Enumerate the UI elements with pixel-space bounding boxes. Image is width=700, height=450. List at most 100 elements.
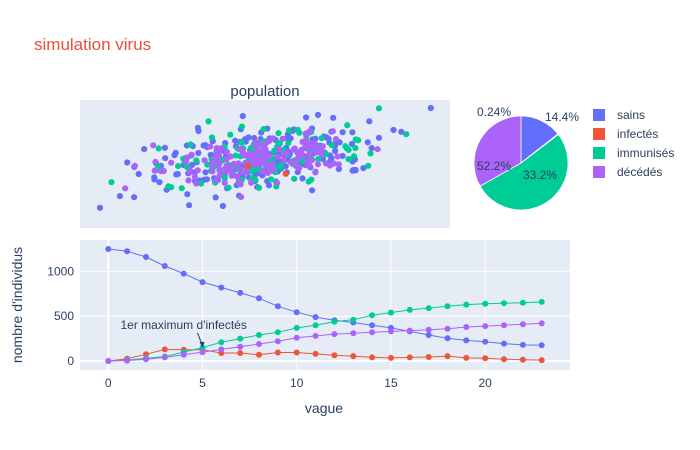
scatter-point-decedes <box>211 155 218 162</box>
legend-swatch-sains <box>593 109 605 121</box>
scatter-point-immunises <box>198 180 205 187</box>
series-point-infectes <box>161 346 168 353</box>
scatter-point-immunises <box>155 145 162 152</box>
scatter-point-sains <box>299 175 306 182</box>
scatter-point-decedes <box>330 160 337 167</box>
scatter-point-decedes <box>237 169 244 176</box>
scatter-point-sains <box>390 126 397 134</box>
series-point-immunises <box>369 312 376 319</box>
scatter-point-sains <box>172 149 179 156</box>
scatter-point-decedes <box>151 167 158 174</box>
scatter-point-immunises <box>255 184 263 191</box>
scatter-point-immunises <box>238 123 245 130</box>
scatter-point-decedes <box>300 152 307 159</box>
scatter-point-immunises <box>260 126 267 133</box>
series-point-decedes <box>350 330 357 337</box>
series-point-sains <box>256 295 262 302</box>
series-point-infectes <box>425 354 432 360</box>
y-tick-label: 500 <box>54 309 74 323</box>
scatter-point-sains <box>349 129 356 136</box>
series-point-immunises <box>331 318 338 325</box>
scatter-point-sains <box>116 193 123 200</box>
series-point-sains <box>124 248 131 255</box>
scatter-point-decedes <box>216 167 223 174</box>
scatter-point-immunises <box>193 157 200 164</box>
scatter-point-decedes <box>237 193 245 201</box>
series-point-infectes <box>274 349 281 356</box>
scatter-point-decedes <box>269 135 276 142</box>
series-point-sains <box>105 246 112 252</box>
scatter-point-decedes <box>259 168 266 175</box>
scatter-point-sains <box>131 194 138 201</box>
x-axis-label: vague <box>305 400 343 416</box>
scatter-point-decedes <box>249 156 256 163</box>
scatter-point-sains <box>348 140 356 148</box>
series-point-sains <box>293 309 300 316</box>
y-tick-label: 1000 <box>47 264 74 278</box>
series-point-sains <box>444 335 451 342</box>
scatter-point-sains <box>194 124 201 131</box>
scatter-point-sains <box>364 139 371 146</box>
scatter-point-immunises <box>365 162 372 169</box>
scatter-point-decedes <box>374 146 381 153</box>
pie-slices <box>473 115 569 211</box>
series-point-infectes <box>501 356 507 363</box>
series-point-immunises <box>218 339 225 346</box>
series-point-sains <box>237 289 244 296</box>
series-point-immunises <box>388 309 394 316</box>
scatter-point-decedes <box>207 143 214 150</box>
scatter-point-sains <box>186 202 193 209</box>
pie-slice-decedes <box>473 115 522 187</box>
scatter-point-immunises <box>343 144 350 152</box>
legend-swatch-immunises <box>593 147 605 159</box>
legend-label-decedes[interactable]: décédés <box>617 165 662 179</box>
scatter-point-decedes <box>308 144 315 151</box>
scatter-point-decedes <box>296 164 303 171</box>
series-point-decedes <box>463 324 470 330</box>
scatter-point-sains <box>151 176 158 183</box>
scatter-point-decedes <box>274 153 281 161</box>
x-tick-label: 15 <box>384 376 398 390</box>
series-line-decedes <box>108 322 542 362</box>
scatter-point-sains <box>124 159 131 166</box>
series-point-immunises <box>350 316 357 323</box>
series-point-decedes <box>274 338 281 345</box>
scatter-point-immunises <box>225 184 232 191</box>
legend-label-immunises[interactable]: immunisés <box>617 146 674 160</box>
scatter-point-decedes <box>265 138 272 145</box>
pie-label-sains: 14.4% <box>545 110 579 124</box>
series-point-decedes <box>331 331 338 338</box>
x-tick-label: 20 <box>479 376 493 390</box>
series-point-decedes <box>105 358 112 364</box>
scatter-point-decedes <box>201 157 208 164</box>
scatter-panel: population <box>80 83 450 228</box>
scatter-point-decedes <box>319 143 326 150</box>
scatter-point-decedes <box>304 162 312 169</box>
scatter-point-immunises <box>232 152 239 159</box>
scatter-point-immunises <box>294 126 301 133</box>
series-point-decedes <box>124 357 131 364</box>
scatter-point-decedes <box>234 173 241 180</box>
pie-label-immunises: 52.2% <box>477 159 511 173</box>
legend-label-sains[interactable]: sains <box>617 108 645 122</box>
series-point-infectes <box>444 353 451 360</box>
scatter-point-immunises <box>275 139 282 146</box>
scatter-point-immunises <box>375 105 382 112</box>
series-point-infectes <box>482 355 489 362</box>
legend-label-infectes[interactable]: infectés <box>617 127 658 141</box>
series-point-immunises <box>256 332 262 338</box>
scatter-point-sains <box>219 202 226 210</box>
scatter-point-decedes <box>314 161 322 168</box>
scatter-point-decedes <box>315 148 322 155</box>
scatter-point-immunises <box>291 175 298 182</box>
series-point-immunises <box>463 301 470 308</box>
scatter-point-decedes <box>312 168 319 175</box>
scatter-point-immunises <box>352 145 359 152</box>
scatter-point-sains <box>141 146 148 153</box>
series-point-decedes <box>218 346 225 353</box>
series-point-infectes <box>463 354 470 361</box>
series-point-decedes <box>180 351 187 358</box>
series-point-decedes <box>482 323 489 330</box>
scatter-point-decedes <box>122 185 129 192</box>
